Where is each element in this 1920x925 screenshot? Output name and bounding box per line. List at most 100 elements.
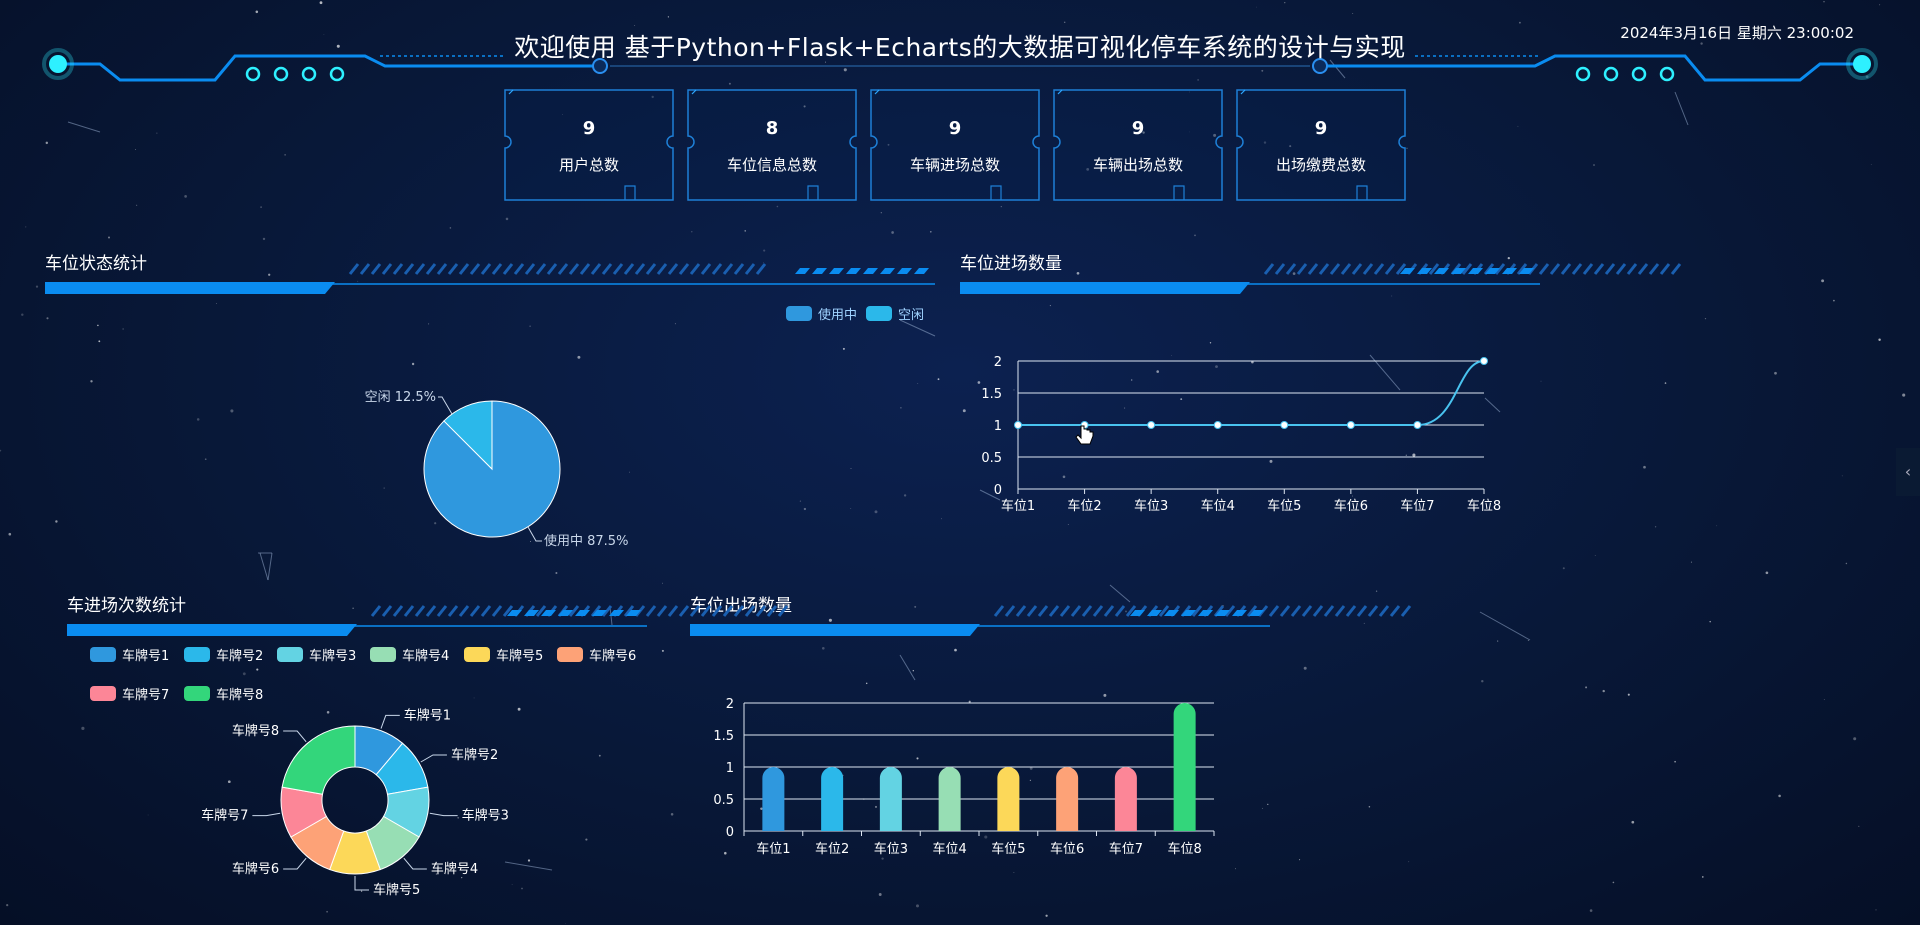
section-hatch <box>447 263 459 275</box>
section-hatch <box>1334 605 1346 617</box>
star <box>1643 465 1646 469</box>
star <box>1823 698 1825 700</box>
legend-item-plate-8[interactable]: 车牌号8 <box>184 684 263 703</box>
star-trail <box>899 319 936 337</box>
section-hatch <box>1274 263 1286 275</box>
y-tick-label: 0 <box>726 825 734 840</box>
legend-item-plate-5[interactable]: 车牌号5 <box>464 645 543 664</box>
star <box>156 132 158 134</box>
star <box>1833 299 1835 302</box>
section-hatch <box>1015 605 1027 617</box>
star <box>1408 861 1410 863</box>
section-hatch <box>1384 263 1396 275</box>
section-hatch <box>392 605 404 617</box>
section-hatch <box>436 263 448 275</box>
line-point <box>1480 357 1488 365</box>
star <box>449 227 452 229</box>
star <box>1067 524 1069 526</box>
y-tick-label: 2 <box>726 697 734 712</box>
star <box>760 807 763 811</box>
legend-item-plate-7[interactable]: 车牌号7 <box>90 684 169 703</box>
section-hatch <box>623 605 635 617</box>
star <box>1284 2 1286 4</box>
legend-item-plate-2[interactable]: 车牌号2 <box>184 645 263 664</box>
line-point <box>1346 421 1355 429</box>
star <box>136 204 138 206</box>
star <box>326 910 328 913</box>
star <box>1375 590 1378 592</box>
star <box>262 237 266 241</box>
star <box>1527 640 1529 642</box>
section-hatch <box>491 605 503 617</box>
legend-swatch <box>370 647 396 662</box>
line-point <box>1213 421 1222 429</box>
legend-item-plate-4[interactable]: 车牌号4 <box>370 645 449 664</box>
section-hatch <box>1103 605 1115 617</box>
legend-item-idle[interactable]: 空闲 <box>866 304 924 323</box>
star <box>1585 686 1588 689</box>
section-hatch <box>1395 263 1407 275</box>
legend-item-in-use[interactable]: 使用中 <box>786 304 857 323</box>
star <box>984 835 988 839</box>
star-trail <box>979 489 1001 501</box>
line-point <box>1280 421 1289 429</box>
star-trail <box>67 121 101 133</box>
donut-data-label: 车牌号7 <box>201 808 248 824</box>
hand-cursor-icon <box>1075 425 1094 445</box>
collapse-panel-button[interactable]: ‹ <box>1896 448 1920 496</box>
section-hatch <box>458 605 470 617</box>
star <box>1029 257 1032 259</box>
star <box>674 323 676 325</box>
section-hatch <box>1070 605 1082 617</box>
section-hatch <box>777 605 789 617</box>
section-dash <box>1417 268 1432 274</box>
legend-item-plate-3[interactable]: 车牌号3 <box>277 645 356 664</box>
section-dash <box>897 268 912 274</box>
star <box>803 105 806 108</box>
star <box>530 541 532 542</box>
section-hatch <box>1296 263 1308 275</box>
legend-label: 车牌号7 <box>122 688 170 703</box>
star <box>360 890 363 892</box>
section-dash <box>541 610 556 616</box>
star <box>8 532 12 536</box>
star <box>850 468 852 469</box>
section-hatch <box>502 263 514 275</box>
star <box>1870 163 1872 165</box>
section-hatch <box>656 605 668 617</box>
star <box>255 10 259 14</box>
page-title: 欢迎使用 基于Python+Flask+Echarts的大数据可视化停车系统的设… <box>514 33 1406 62</box>
section-dash <box>1147 610 1162 616</box>
legend-label: 使用中 <box>818 308 858 323</box>
section-hatch <box>667 263 679 275</box>
star <box>1875 909 1877 911</box>
section-hatch <box>1571 263 1583 275</box>
section-hatch <box>425 263 437 275</box>
section-dash <box>1215 610 1230 616</box>
x-tick-label: 车位1 <box>756 841 790 857</box>
star <box>577 355 581 359</box>
pie-label-line <box>438 396 453 415</box>
x-tick-label: 车位5 <box>1267 498 1301 514</box>
section-hatch <box>1400 605 1412 617</box>
star <box>1213 133 1217 137</box>
star <box>843 68 847 72</box>
stat-card-1: 9 用户总数 <box>503 88 675 202</box>
legend-item-plate-1[interactable]: 车牌号1 <box>90 645 169 664</box>
donut-data-label: 车牌号4 <box>431 861 478 877</box>
legend-label: 车牌号5 <box>496 649 544 664</box>
section-hatch <box>348 263 360 275</box>
section-dash <box>1451 268 1466 274</box>
legend-label: 空闲 <box>898 308 925 323</box>
section-hatch <box>480 605 492 617</box>
star <box>661 649 664 652</box>
star <box>776 205 779 208</box>
stat-value: 9 <box>948 118 962 139</box>
star <box>629 471 630 473</box>
section-hatch <box>590 605 602 617</box>
star-trail <box>259 552 269 581</box>
legend-item-plate-6[interactable]: 车牌号6 <box>557 645 636 664</box>
section-hatch <box>392 263 404 275</box>
